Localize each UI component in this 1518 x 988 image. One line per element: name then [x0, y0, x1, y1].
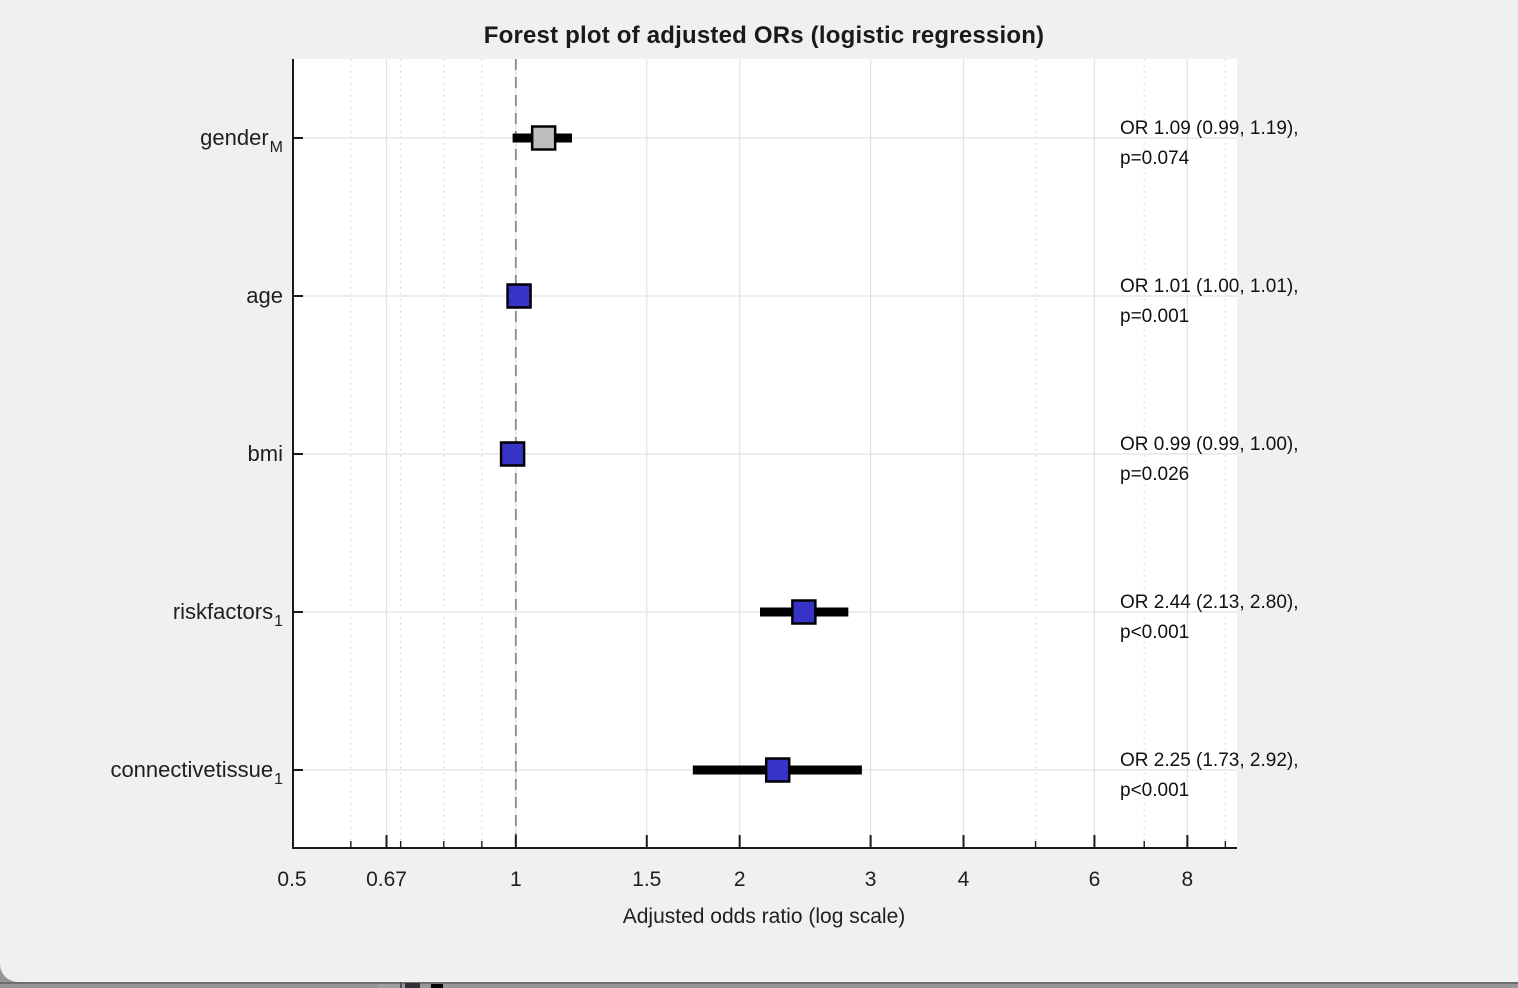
plot-svg [292, 59, 1237, 849]
background-window-light-segment [378, 984, 400, 988]
or-marker [530, 125, 557, 151]
x-tick-label: 4 [957, 868, 970, 891]
y-category-label-subscript: 1 [274, 613, 283, 630]
x-axis-label: Adjusted odds ratio (log scale) [622, 905, 906, 928]
y-category-label-base: age [246, 283, 283, 308]
y-category-label: genderM [200, 125, 283, 156]
y-category-label-subscript: 1 [274, 771, 283, 788]
background-window-strip [0, 982, 1518, 988]
y-category-label-base: gender [200, 125, 269, 150]
x-tick-label: 6 [1088, 868, 1101, 891]
y-category-label: riskfactors1 [172, 599, 283, 630]
y-category-label-subscript: M [269, 139, 283, 156]
chart-title: Forest plot of adjusted ORs (logistic re… [483, 22, 1045, 49]
x-tick-label: 0.5 [277, 868, 307, 891]
background-window-divider [400, 982, 402, 988]
x-tick-label: 1 [509, 868, 522, 891]
x-tick-label: 3 [864, 868, 877, 891]
y-category-label-base: connectivetissue [110, 757, 274, 782]
y-category-label-base: bmi [247, 441, 283, 466]
x-tick-label: 8 [1181, 868, 1194, 891]
or-marker [791, 599, 817, 625]
background-window-glyph-cluster [405, 983, 420, 988]
or-marker [764, 757, 791, 783]
x-tick-label: 2 [733, 868, 746, 891]
x-tick-label: 0.67 [366, 868, 407, 891]
y-category-label: age [246, 283, 283, 309]
or-marker [506, 283, 532, 309]
plot-area[interactable] [292, 59, 1237, 849]
or-marker [499, 441, 526, 467]
x-tick-label: 1.5 [632, 868, 662, 891]
y-category-label: bmi [248, 441, 283, 467]
y-category-label: connectivetissue1 [110, 757, 283, 788]
background-window-dark-block [431, 984, 443, 988]
y-category-label-base: riskfactors [172, 599, 274, 624]
